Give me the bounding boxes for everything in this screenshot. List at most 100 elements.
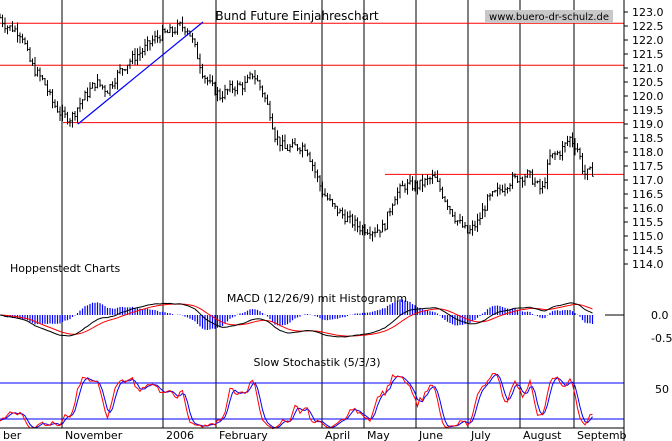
stoch-k-line — [0, 372, 593, 430]
price-bar — [438, 178, 442, 192]
price-bar — [488, 193, 492, 201]
price-bar — [548, 149, 552, 166]
stochastic-panel — [0, 372, 624, 430]
price-bar — [566, 135, 569, 147]
price-bar — [376, 224, 379, 233]
price-bar — [208, 74, 212, 84]
price-bar — [211, 75, 214, 87]
price-bar — [556, 150, 559, 156]
price-bar — [293, 137, 297, 146]
price-bar — [81, 99, 84, 110]
price-bar — [181, 16, 184, 32]
price-bar — [48, 89, 52, 96]
month-label: ber — [3, 429, 22, 441]
price-bar — [31, 58, 34, 66]
price-bar — [241, 82, 244, 96]
price-bar — [568, 136, 572, 148]
price-bar — [441, 186, 444, 200]
price-bar — [213, 81, 217, 96]
price-bar — [563, 142, 567, 153]
month-axis: ber November 2006 February April May June July A… — [0, 427, 627, 441]
price-bar — [46, 80, 49, 96]
price-bar — [103, 85, 107, 98]
price-bar — [91, 82, 94, 89]
price-bar — [348, 210, 352, 224]
price-bar — [371, 231, 374, 242]
price-bar — [113, 77, 117, 90]
price-bar — [408, 174, 412, 185]
price-bar — [216, 86, 219, 102]
price-bar — [53, 99, 57, 109]
price-bars — [0, 13, 594, 242]
price-bar — [533, 177, 537, 188]
price-bar — [123, 69, 127, 72]
price-bar — [558, 150, 562, 161]
month-label: February — [219, 429, 268, 441]
price-tick-label: 120.5 — [632, 76, 664, 89]
price-bar — [528, 170, 532, 178]
price-bar — [391, 203, 394, 216]
price-bar — [401, 180, 404, 187]
price-bar — [481, 203, 484, 220]
price-bar — [298, 147, 302, 155]
price-bar — [583, 164, 587, 180]
price-bar — [228, 80, 232, 93]
price-bar — [396, 187, 399, 205]
price-bar — [423, 177, 427, 188]
price-bar — [363, 224, 367, 236]
price-bar — [196, 41, 199, 60]
price-bar — [513, 173, 517, 179]
price-bar — [333, 203, 337, 210]
price-bar — [326, 192, 329, 201]
price-bar — [403, 183, 407, 193]
watermark: www.buero-dr-schulz.de — [489, 12, 609, 23]
price-bar — [493, 189, 497, 193]
month-label: Septemb — [577, 429, 627, 441]
price-bar — [516, 175, 519, 184]
price-bar — [468, 225, 472, 235]
price-bar — [206, 76, 209, 86]
price-bar — [418, 179, 422, 191]
price-tick-label: 119.0 — [632, 118, 664, 131]
price-bar — [431, 169, 434, 184]
price-bar — [483, 205, 487, 218]
price-bar — [346, 211, 349, 223]
price-bar — [253, 69, 257, 85]
price-bar — [13, 25, 17, 33]
price-bar — [461, 216, 464, 228]
price-bar — [248, 71, 252, 80]
price-bar — [178, 21, 182, 27]
price-bar — [331, 198, 334, 207]
price-bar — [503, 183, 507, 197]
macd-tick-label: 0.0 — [651, 309, 669, 322]
price-bar — [498, 184, 502, 195]
price-tick-label: 122.0 — [632, 34, 664, 47]
price-bar — [198, 53, 202, 74]
price-bar — [421, 174, 424, 192]
price-bar — [108, 84, 112, 97]
price-bar — [448, 205, 452, 215]
price-bar — [546, 159, 549, 190]
price-bar — [521, 176, 524, 188]
price-bar — [366, 229, 369, 236]
price-bar — [561, 141, 564, 161]
price-bar — [223, 84, 227, 100]
price-bar — [168, 24, 172, 34]
price-bar — [573, 138, 577, 156]
price-bar — [426, 174, 429, 186]
price-bar — [58, 106, 62, 122]
watermark-background — [485, 10, 613, 23]
price-bar — [553, 151, 557, 161]
price-bar — [351, 213, 354, 228]
price-bar — [83, 90, 87, 101]
horizontal-levels — [0, 22, 624, 175]
price-bar — [281, 134, 284, 151]
price-bar — [218, 88, 222, 101]
price-bar — [238, 81, 242, 86]
price-bar — [3, 17, 7, 33]
price-bar — [183, 26, 187, 36]
price-bar — [138, 46, 142, 61]
price-tick-label: 118.0 — [632, 146, 664, 159]
price-bar — [76, 107, 79, 124]
